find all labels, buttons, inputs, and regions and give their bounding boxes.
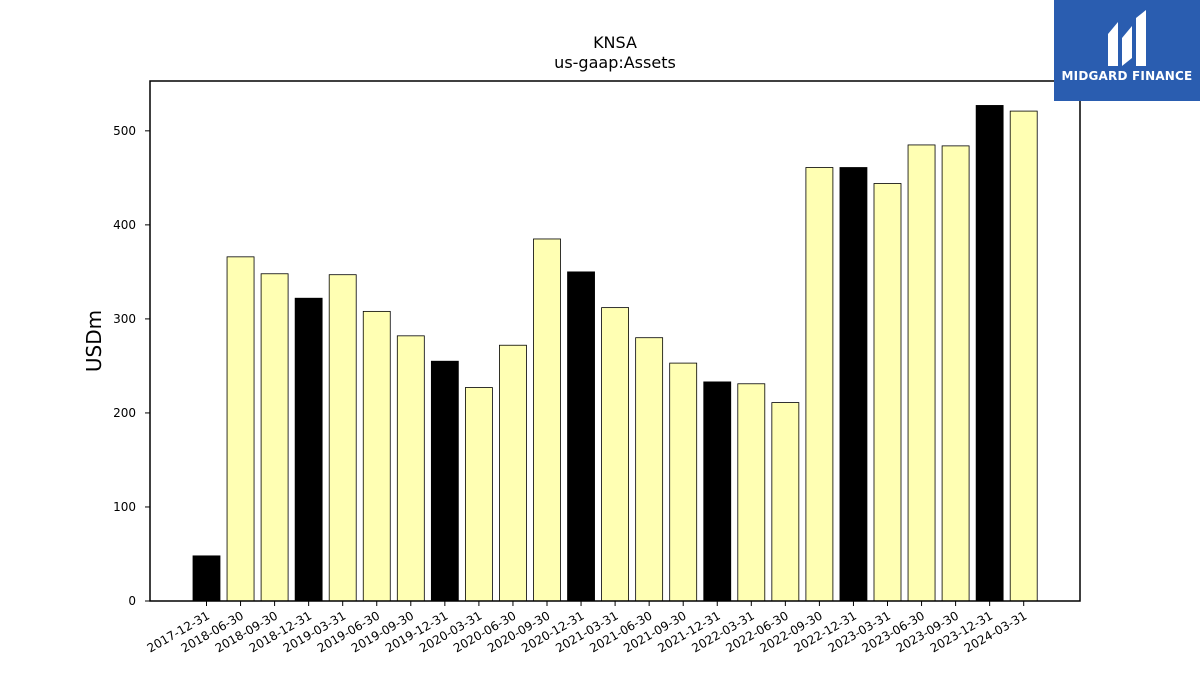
- bar: [771, 402, 800, 602]
- bar: [873, 183, 902, 602]
- bar: [567, 271, 595, 602]
- bar: [941, 145, 970, 602]
- bar: [1009, 110, 1038, 602]
- chart-title: KNSA: [593, 33, 637, 52]
- bar: [839, 167, 868, 602]
- y-axis-ticks: 0 100 200 300 400 500: [113, 124, 150, 608]
- bar: [907, 144, 936, 602]
- bar: [464, 387, 493, 602]
- bar: [703, 381, 732, 602]
- y-tick-label: 0: [128, 594, 136, 608]
- bar: [396, 335, 425, 602]
- y-tick-label: 300: [113, 312, 136, 326]
- logo-text: MIDGARD FINANCE: [1061, 69, 1193, 83]
- bar: [805, 167, 834, 602]
- bar: [635, 337, 664, 602]
- bar: [737, 383, 766, 602]
- y-tick-label: 200: [113, 406, 136, 420]
- bar: [192, 555, 221, 602]
- bar: [533, 238, 561, 602]
- bar: [499, 344, 527, 602]
- y-tick-label: 400: [113, 218, 136, 232]
- bar: [294, 297, 323, 602]
- bar: [362, 310, 391, 602]
- midgard-finance-logo: MIDGARD FINANCE: [1054, 0, 1200, 101]
- bar: [975, 105, 1004, 602]
- y-tick-label: 100: [113, 500, 136, 514]
- bar: [226, 256, 255, 602]
- bar: [669, 362, 698, 602]
- midgard-logo-icon: [1108, 10, 1146, 66]
- y-axis-label: USDm: [82, 310, 106, 372]
- bar: [328, 274, 357, 602]
- bar: [601, 307, 629, 602]
- plot-frame: [149, 80, 1081, 602]
- bar: [430, 360, 459, 602]
- bars-group: [192, 105, 1038, 602]
- y-tick-label: 500: [113, 124, 136, 138]
- bar: [260, 273, 289, 602]
- chart-subtitle: us-gaap:Assets: [554, 53, 676, 72]
- x-axis-ticks: 2017-12-312018-06-302018-09-302018-12-31…: [145, 601, 1029, 655]
